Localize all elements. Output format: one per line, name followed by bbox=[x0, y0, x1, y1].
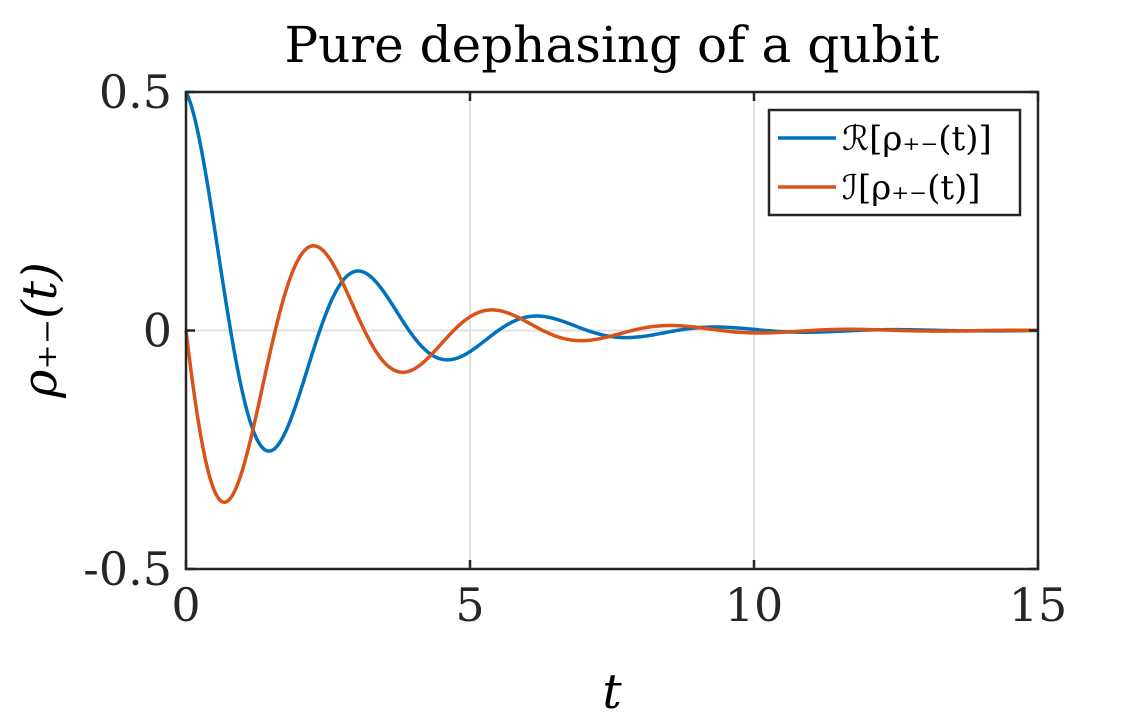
y-tick-label: -0.5 bbox=[83, 542, 172, 596]
series-layer bbox=[184, 91, 1039, 504]
x-tick-label: 0 bbox=[171, 578, 200, 632]
x-tick-labels: 0 5 10 15 bbox=[171, 578, 1067, 632]
legend-box bbox=[767, 108, 1022, 217]
y-tick-label: 0 bbox=[143, 304, 172, 358]
legend: ℛ[ρ₊₋(t)] ℐ[ρ₊₋(t)] bbox=[767, 108, 1022, 217]
y-tick-labels: -0.5 0 0.5 bbox=[83, 65, 172, 596]
legend-label-imag: ℐ[ρ₊₋(t)] bbox=[842, 168, 981, 208]
x-tick-label: 5 bbox=[455, 578, 484, 632]
x-axis-label: t bbox=[602, 664, 622, 720]
chart-title: Pure dephasing of a qubit bbox=[284, 16, 939, 74]
x-tick-label: 10 bbox=[725, 578, 784, 632]
y-axis-label: ρ₊₋(t) bbox=[12, 262, 68, 399]
series-line-imag bbox=[184, 244, 1039, 504]
tickmark-layer bbox=[184, 90, 1040, 571]
legend-label-real: ℛ[ρ₊₋(t)] bbox=[842, 119, 992, 159]
x-tick-label: 15 bbox=[1009, 578, 1068, 632]
y-tick-label: 0.5 bbox=[99, 65, 172, 119]
